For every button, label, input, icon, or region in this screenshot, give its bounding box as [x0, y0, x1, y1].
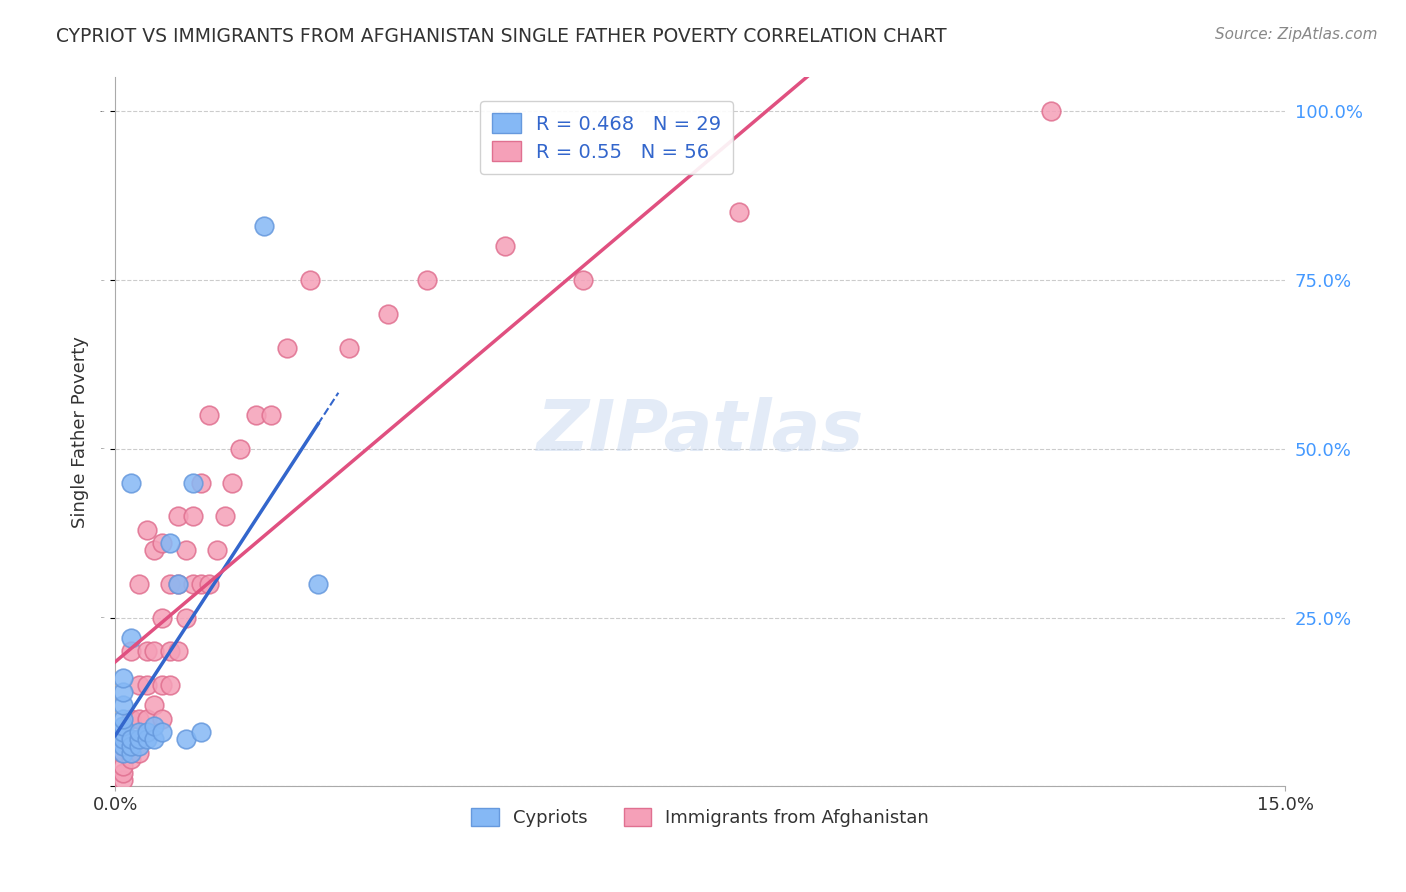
Point [128, 725, 150, 739]
Point [135, 644, 157, 658]
Point [159, 678, 181, 692]
Point [120, 644, 142, 658]
Point [135, 712, 157, 726]
Point [166, 509, 188, 524]
Text: Source: ZipAtlas.com: Source: ZipAtlas.com [1215, 27, 1378, 42]
Point [150, 678, 173, 692]
Point [128, 577, 150, 591]
Y-axis label: Single Father Poverty: Single Father Poverty [72, 336, 89, 528]
Point [112, 725, 135, 739]
Point [143, 732, 166, 747]
Point [337, 341, 360, 355]
Point [120, 746, 142, 760]
Point [166, 644, 188, 658]
Point [260, 408, 283, 422]
Point [159, 644, 181, 658]
Point [150, 610, 173, 624]
Point [135, 523, 157, 537]
Point [198, 408, 221, 422]
Point [128, 678, 150, 692]
Point [128, 732, 150, 747]
Point [112, 725, 135, 739]
Point [112, 746, 135, 760]
Point [205, 543, 228, 558]
Point [174, 543, 197, 558]
Point [166, 577, 188, 591]
Point [299, 273, 322, 287]
Point [181, 577, 204, 591]
Point [221, 475, 243, 490]
Point [416, 273, 439, 287]
Point [128, 746, 150, 760]
Point [112, 739, 135, 753]
Point [214, 509, 236, 524]
Point [112, 719, 135, 733]
Point [307, 577, 329, 591]
Point [159, 577, 181, 591]
Point [135, 732, 157, 747]
Point [143, 719, 166, 733]
Point [174, 610, 197, 624]
Point [120, 739, 142, 753]
Point [143, 644, 166, 658]
Point [150, 712, 173, 726]
Point [120, 746, 142, 760]
Point [572, 273, 595, 287]
Point [120, 732, 142, 747]
Point [252, 219, 274, 233]
Point [174, 732, 197, 747]
Point [728, 205, 751, 219]
Point [190, 725, 212, 739]
Point [120, 732, 142, 747]
Point [128, 732, 150, 747]
Point [135, 678, 157, 692]
Point [276, 341, 298, 355]
Point [120, 631, 142, 645]
Point [112, 739, 135, 753]
Point [1040, 104, 1063, 119]
Point [112, 732, 135, 747]
Point [135, 725, 157, 739]
Point [494, 239, 516, 253]
Point [112, 759, 135, 773]
Point [229, 442, 252, 456]
Text: ZIPatlas: ZIPatlas [537, 398, 863, 467]
Point [120, 712, 142, 726]
Point [112, 712, 135, 726]
Point [150, 536, 173, 550]
Point [181, 475, 204, 490]
Point [181, 509, 204, 524]
Point [112, 698, 135, 713]
Point [377, 307, 399, 321]
Point [190, 577, 212, 591]
Point [112, 772, 135, 787]
Point [128, 739, 150, 753]
Point [143, 543, 166, 558]
Point [143, 698, 166, 713]
Point [198, 577, 221, 591]
Point [120, 475, 142, 490]
Point [112, 766, 135, 780]
Point [112, 746, 135, 760]
Legend: Cypriots, Immigrants from Afghanistan: Cypriots, Immigrants from Afghanistan [464, 800, 936, 834]
Point [128, 712, 150, 726]
Point [150, 725, 173, 739]
Point [112, 685, 135, 699]
Point [190, 475, 212, 490]
Text: CYPRIOT VS IMMIGRANTS FROM AFGHANISTAN SINGLE FATHER POVERTY CORRELATION CHART: CYPRIOT VS IMMIGRANTS FROM AFGHANISTAN S… [56, 27, 946, 45]
Point [159, 536, 181, 550]
Point [166, 577, 188, 591]
Point [112, 672, 135, 686]
Point [120, 752, 142, 766]
Point [245, 408, 267, 422]
